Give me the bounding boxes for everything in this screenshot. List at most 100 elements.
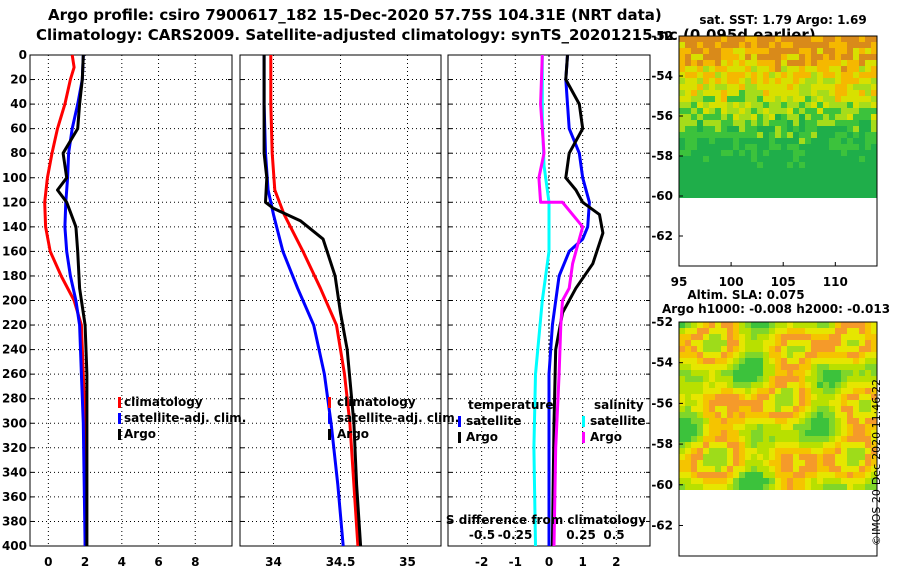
map-cell	[853, 478, 859, 484]
map-cell	[727, 400, 733, 406]
map-cell	[871, 144, 877, 150]
x-tick-label: 2	[81, 555, 89, 569]
map-cell	[799, 406, 805, 412]
map-cell	[715, 84, 721, 90]
map-cell	[745, 322, 751, 328]
map-cell	[775, 36, 781, 42]
map-cell	[847, 36, 853, 42]
map-cell	[835, 328, 841, 334]
map-cell	[745, 370, 751, 376]
map-cell	[787, 84, 793, 90]
map-cell	[799, 132, 805, 138]
map-cell	[781, 36, 787, 42]
map-cell	[709, 162, 715, 168]
map-cell	[823, 466, 829, 472]
map-cell	[703, 466, 709, 472]
map-cell	[787, 478, 793, 484]
map-cell	[739, 442, 745, 448]
map-cell	[781, 114, 787, 120]
map-cell	[691, 358, 697, 364]
map-cell	[829, 48, 835, 54]
map-cell	[847, 120, 853, 126]
map-cell	[841, 418, 847, 424]
map-cell	[739, 370, 745, 376]
map-cell	[835, 460, 841, 466]
map-cell	[811, 406, 817, 412]
map-cell	[685, 168, 691, 174]
map-cell	[847, 406, 853, 412]
map-cell	[739, 424, 745, 430]
map-cell	[787, 394, 793, 400]
map-cell	[805, 42, 811, 48]
map-cell	[769, 192, 775, 198]
map-cell	[781, 388, 787, 394]
map-cell	[697, 192, 703, 198]
map-cell	[853, 370, 859, 376]
map-cell	[739, 334, 745, 340]
legend-label: satellite	[466, 414, 521, 428]
map-cell	[709, 108, 715, 114]
map-cell	[745, 114, 751, 120]
depth-tick-label: 200	[2, 294, 27, 308]
map-cell	[871, 400, 877, 406]
map-cell	[679, 448, 685, 454]
map-cell	[853, 340, 859, 346]
map-cell	[727, 48, 733, 54]
map-cell	[829, 168, 835, 174]
map-cell	[739, 162, 745, 168]
map-cell	[709, 436, 715, 442]
map-cell	[805, 144, 811, 150]
map-cell	[757, 370, 763, 376]
map-cell	[733, 174, 739, 180]
map-cell	[709, 156, 715, 162]
map-cell	[841, 430, 847, 436]
map-cell	[817, 424, 823, 430]
map-cell	[715, 454, 721, 460]
map-cell	[745, 346, 751, 352]
map-cell	[817, 346, 823, 352]
map-cell	[769, 328, 775, 334]
map-cell	[733, 96, 739, 102]
map-cell	[841, 460, 847, 466]
map-cell	[739, 120, 745, 126]
map-cell	[775, 66, 781, 72]
map-cell	[775, 54, 781, 60]
map-cell	[751, 442, 757, 448]
map-cell	[685, 340, 691, 346]
map-cell	[685, 138, 691, 144]
map-cell	[697, 156, 703, 162]
map-cell	[679, 376, 685, 382]
map-cell	[745, 54, 751, 60]
map-cell	[787, 484, 793, 490]
map-cell	[679, 406, 685, 412]
map-cell	[793, 144, 799, 150]
map-cell	[727, 370, 733, 376]
map-cell	[793, 424, 799, 430]
map-cell	[727, 388, 733, 394]
map-cell	[787, 346, 793, 352]
map-cell	[763, 42, 769, 48]
map-cell	[781, 96, 787, 102]
map-cell	[859, 108, 865, 114]
legend-swatch	[328, 429, 331, 440]
map-cell	[775, 132, 781, 138]
map-cell	[787, 108, 793, 114]
map-cell	[871, 472, 877, 478]
map-cell	[745, 340, 751, 346]
map-cell	[727, 436, 733, 442]
map-cell	[841, 156, 847, 162]
map-lat-label: -52	[651, 29, 673, 43]
map-cell	[685, 418, 691, 424]
map-cell	[709, 60, 715, 66]
map-cell	[703, 448, 709, 454]
map-lat-label: -62	[651, 518, 673, 532]
map-cell	[769, 168, 775, 174]
map-cell	[697, 132, 703, 138]
map-cell	[721, 162, 727, 168]
map-cell	[799, 114, 805, 120]
map-cell	[739, 466, 745, 472]
map-cell	[853, 466, 859, 472]
map-cell	[769, 394, 775, 400]
map-lat-label: -52	[651, 315, 673, 329]
map-cell	[811, 424, 817, 430]
